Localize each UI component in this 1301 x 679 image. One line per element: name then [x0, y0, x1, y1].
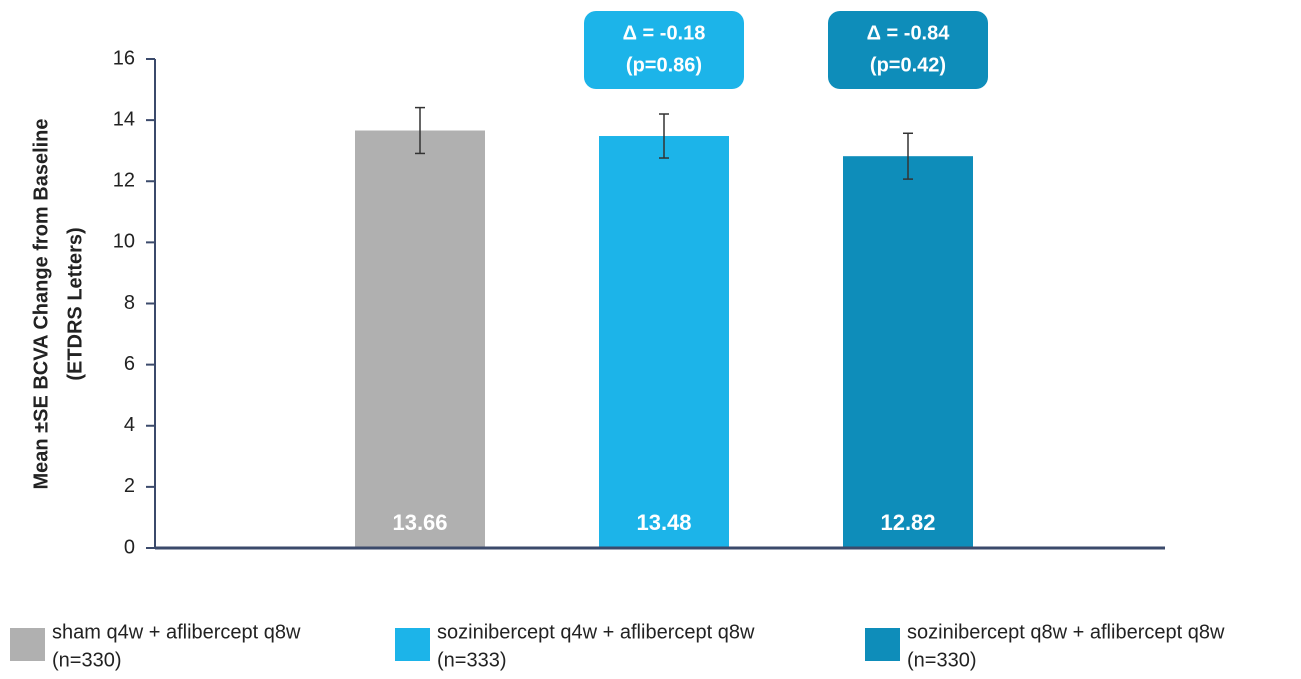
- bar: [599, 136, 729, 548]
- value-label: 13.48: [636, 510, 691, 535]
- legend-label: (n=333): [437, 649, 507, 671]
- bar: [355, 130, 485, 549]
- legend-label: sham q4w + aflibercept q8w: [52, 621, 301, 643]
- y-axis-title-line: (ETDRS Letters): [64, 227, 86, 380]
- value-label: 13.66: [392, 510, 447, 535]
- legend-swatch: [10, 628, 45, 661]
- y-tick-label: 12: [113, 170, 135, 192]
- legend-label: (n=330): [52, 649, 122, 671]
- legend-swatch: [395, 628, 430, 661]
- annotation-box: [584, 11, 744, 89]
- y-tick-label: 0: [124, 536, 135, 558]
- y-tick-label: 2: [124, 475, 135, 497]
- legend-label: (n=330): [907, 649, 977, 671]
- y-axis-title: Mean ±SE BCVA Change from Baseline (ETDR…: [30, 118, 86, 489]
- annotation-text: Δ = -0.84: [867, 22, 951, 44]
- bar: [843, 156, 973, 548]
- y-tick-label: 14: [113, 108, 135, 130]
- annotation-text: Δ = -0.18: [623, 22, 706, 44]
- annotation-text: (p=0.42): [870, 54, 946, 76]
- y-tick-label: 6: [124, 353, 135, 375]
- y-axis-title-line: Mean ±SE BCVA Change from Baseline: [30, 118, 52, 489]
- legend-label: sozinibercept q4w + aflibercept q8w: [437, 621, 755, 643]
- legend-label: sozinibercept q8w + aflibercept q8w: [907, 621, 1225, 643]
- annotation-box: [828, 11, 988, 89]
- y-tick-label: 10: [113, 231, 135, 253]
- y-tick-label: 4: [124, 414, 135, 436]
- value-label: 12.82: [880, 510, 935, 535]
- y-tick-label: 16: [113, 47, 135, 69]
- annotation-text: (p=0.86): [626, 54, 702, 76]
- y-tick-label: 8: [124, 292, 135, 314]
- legend-swatch: [865, 628, 900, 661]
